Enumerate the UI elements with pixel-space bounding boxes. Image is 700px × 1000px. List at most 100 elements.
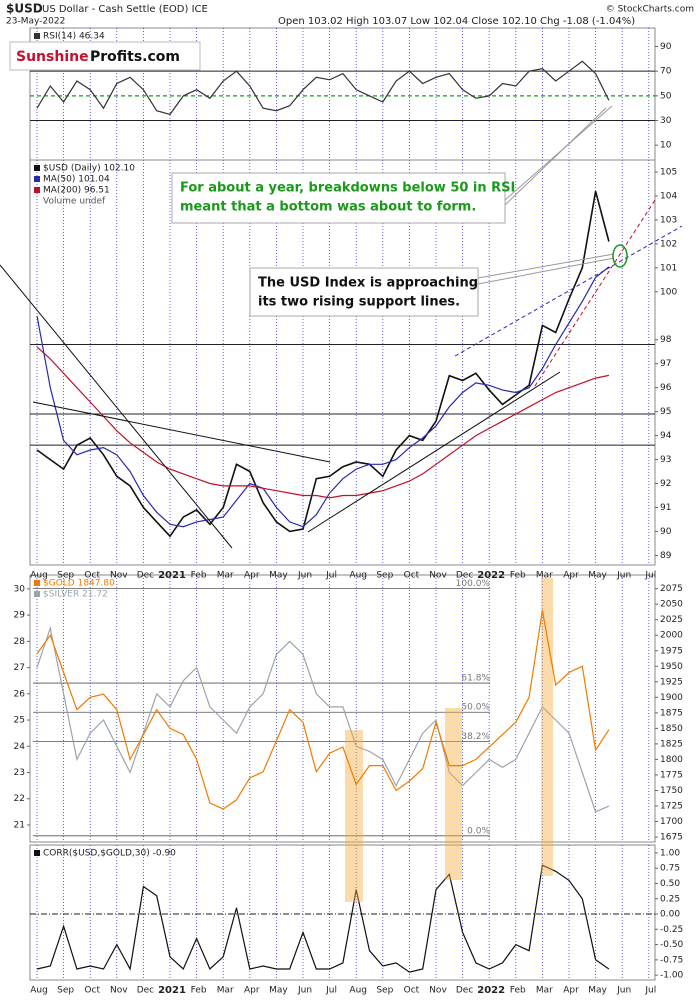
x-tick-label: Mar [217,571,234,581]
x-tick-label: Feb [510,571,526,581]
x-tick-label: 2022 [477,570,505,581]
x-tick-label: 2022 [477,985,505,996]
x-tick-label: Aug [30,986,48,996]
quote: Open 103.02 High 103.07 Low 102.04 Close… [278,16,635,27]
y-tick-label: 0.25 [660,894,680,904]
callout [504,107,607,206]
y-tick-label: 103 [660,215,677,225]
y2-tick-label: 28 [14,637,26,647]
description: US Dollar - Cash Settle (EOD) ICE [42,4,208,15]
y-tick-label: 1900 [660,693,683,703]
x-tick-label: Mar [217,986,234,996]
x-tick-label: Nov [110,571,128,581]
legend-swatch [34,33,40,39]
x-tick-label: Mar [536,986,553,996]
x-tick-label: Nov [429,571,447,581]
x-tick-label: Aug [349,986,367,996]
legend-swatch [34,591,40,597]
y-tick-label: 92 [660,479,671,489]
legend-swatch [34,187,40,193]
y2-tick-label: 25 [14,716,25,726]
x-tick-label: Feb [191,986,207,996]
highlight [345,730,363,902]
y-tick-label: 50 [660,91,672,101]
trend-line [534,199,656,387]
y-tick-label: 1975 [660,646,683,656]
x-tick-label: Dec [456,571,473,581]
x-tick-label: Nov [110,986,128,996]
panel [29,574,656,843]
x-tick-label: Apr [244,986,260,996]
legend-label: MA(200) 96.51 [43,186,110,196]
y-tick-label: -0.75 [660,955,683,965]
x-tick-label: Feb [191,571,207,581]
y-tick-label: 105 [660,167,677,177]
x-tick-label: Jun [616,571,631,581]
series-line [36,610,610,810]
series-line [36,625,610,813]
highlight [541,578,553,876]
y-tick-label: 100 [660,287,677,297]
y-tick-label: 0.50 [660,879,680,889]
y-tick-label: 101 [660,263,677,273]
x-tick-label: Apr [563,986,579,996]
y-tick-label: 98 [660,335,672,345]
y-tick-label: 1875 [660,708,683,718]
x-tick-label: May [269,986,288,996]
y2-tick-label: 29 [14,611,26,621]
x-tick-label: Jun [297,571,312,581]
x-tick-label: Sep [57,571,74,581]
x-tick-label: Jul [325,571,337,581]
series-line [36,864,610,973]
x-tick-label: Dec [456,986,473,996]
x-tick-label: Aug [30,571,48,581]
x-tick-label: Apr [563,571,579,581]
series-line [36,346,610,499]
callout [477,257,615,285]
x-tick-label: Dec [137,571,154,581]
y-tick-label: 1825 [660,739,683,749]
y-tick-label: -0.25 [660,925,683,935]
date: 23-May-2022 [6,17,65,27]
legend-label: MA(50) 101.04 [43,175,110,185]
y-tick-label: 1850 [660,724,683,734]
y2-tick-label: 24 [14,742,26,752]
annotation: The USD Index is approaching [258,276,478,291]
annotation: its two rising support lines. [258,295,460,310]
callout [477,253,615,279]
y-tick-label: 97 [660,359,671,369]
x-tick-label: Aug [349,571,367,581]
x-tick-label: 2021 [158,570,186,581]
trend-line [0,264,233,549]
logo-box [9,41,201,71]
x-tick-label: Oct [84,986,100,996]
legend-swatch [34,850,40,856]
y-tick-label: 93 [660,455,671,465]
x-tick-label: Dec [137,986,154,996]
x-tick-label: Oct [84,571,100,581]
y-tick-label: 102 [660,239,677,249]
x-tick-label: Sep [376,986,393,996]
annotation: meant that a bottom was about to form. [180,200,476,215]
series-line [36,190,610,538]
symbol: $USD [6,2,43,16]
y2-tick-label: 21 [14,820,25,830]
y-tick-label: 0.75 [660,864,680,874]
y-tick-label: 1.00 [660,848,680,858]
x-tick-label: Sep [57,986,74,996]
y-tick-label: 90 [660,527,672,537]
panel [29,159,656,566]
legend-swatch [34,176,40,182]
y2-tick-label: 22 [14,794,25,804]
annotation-box [249,267,479,317]
x-tick-label: 2021 [158,985,186,996]
x-tick-label: May [588,571,607,581]
x-tick-label: Jul [325,986,337,996]
fib-label: 50.0% [461,703,490,713]
x-tick-label: Apr [244,571,260,581]
x-tick-label: May [269,571,288,581]
legend-label: $GOLD 1847.80 [43,579,115,589]
y-tick-label: 1775 [660,770,683,780]
x-tick-label: May [588,986,607,996]
